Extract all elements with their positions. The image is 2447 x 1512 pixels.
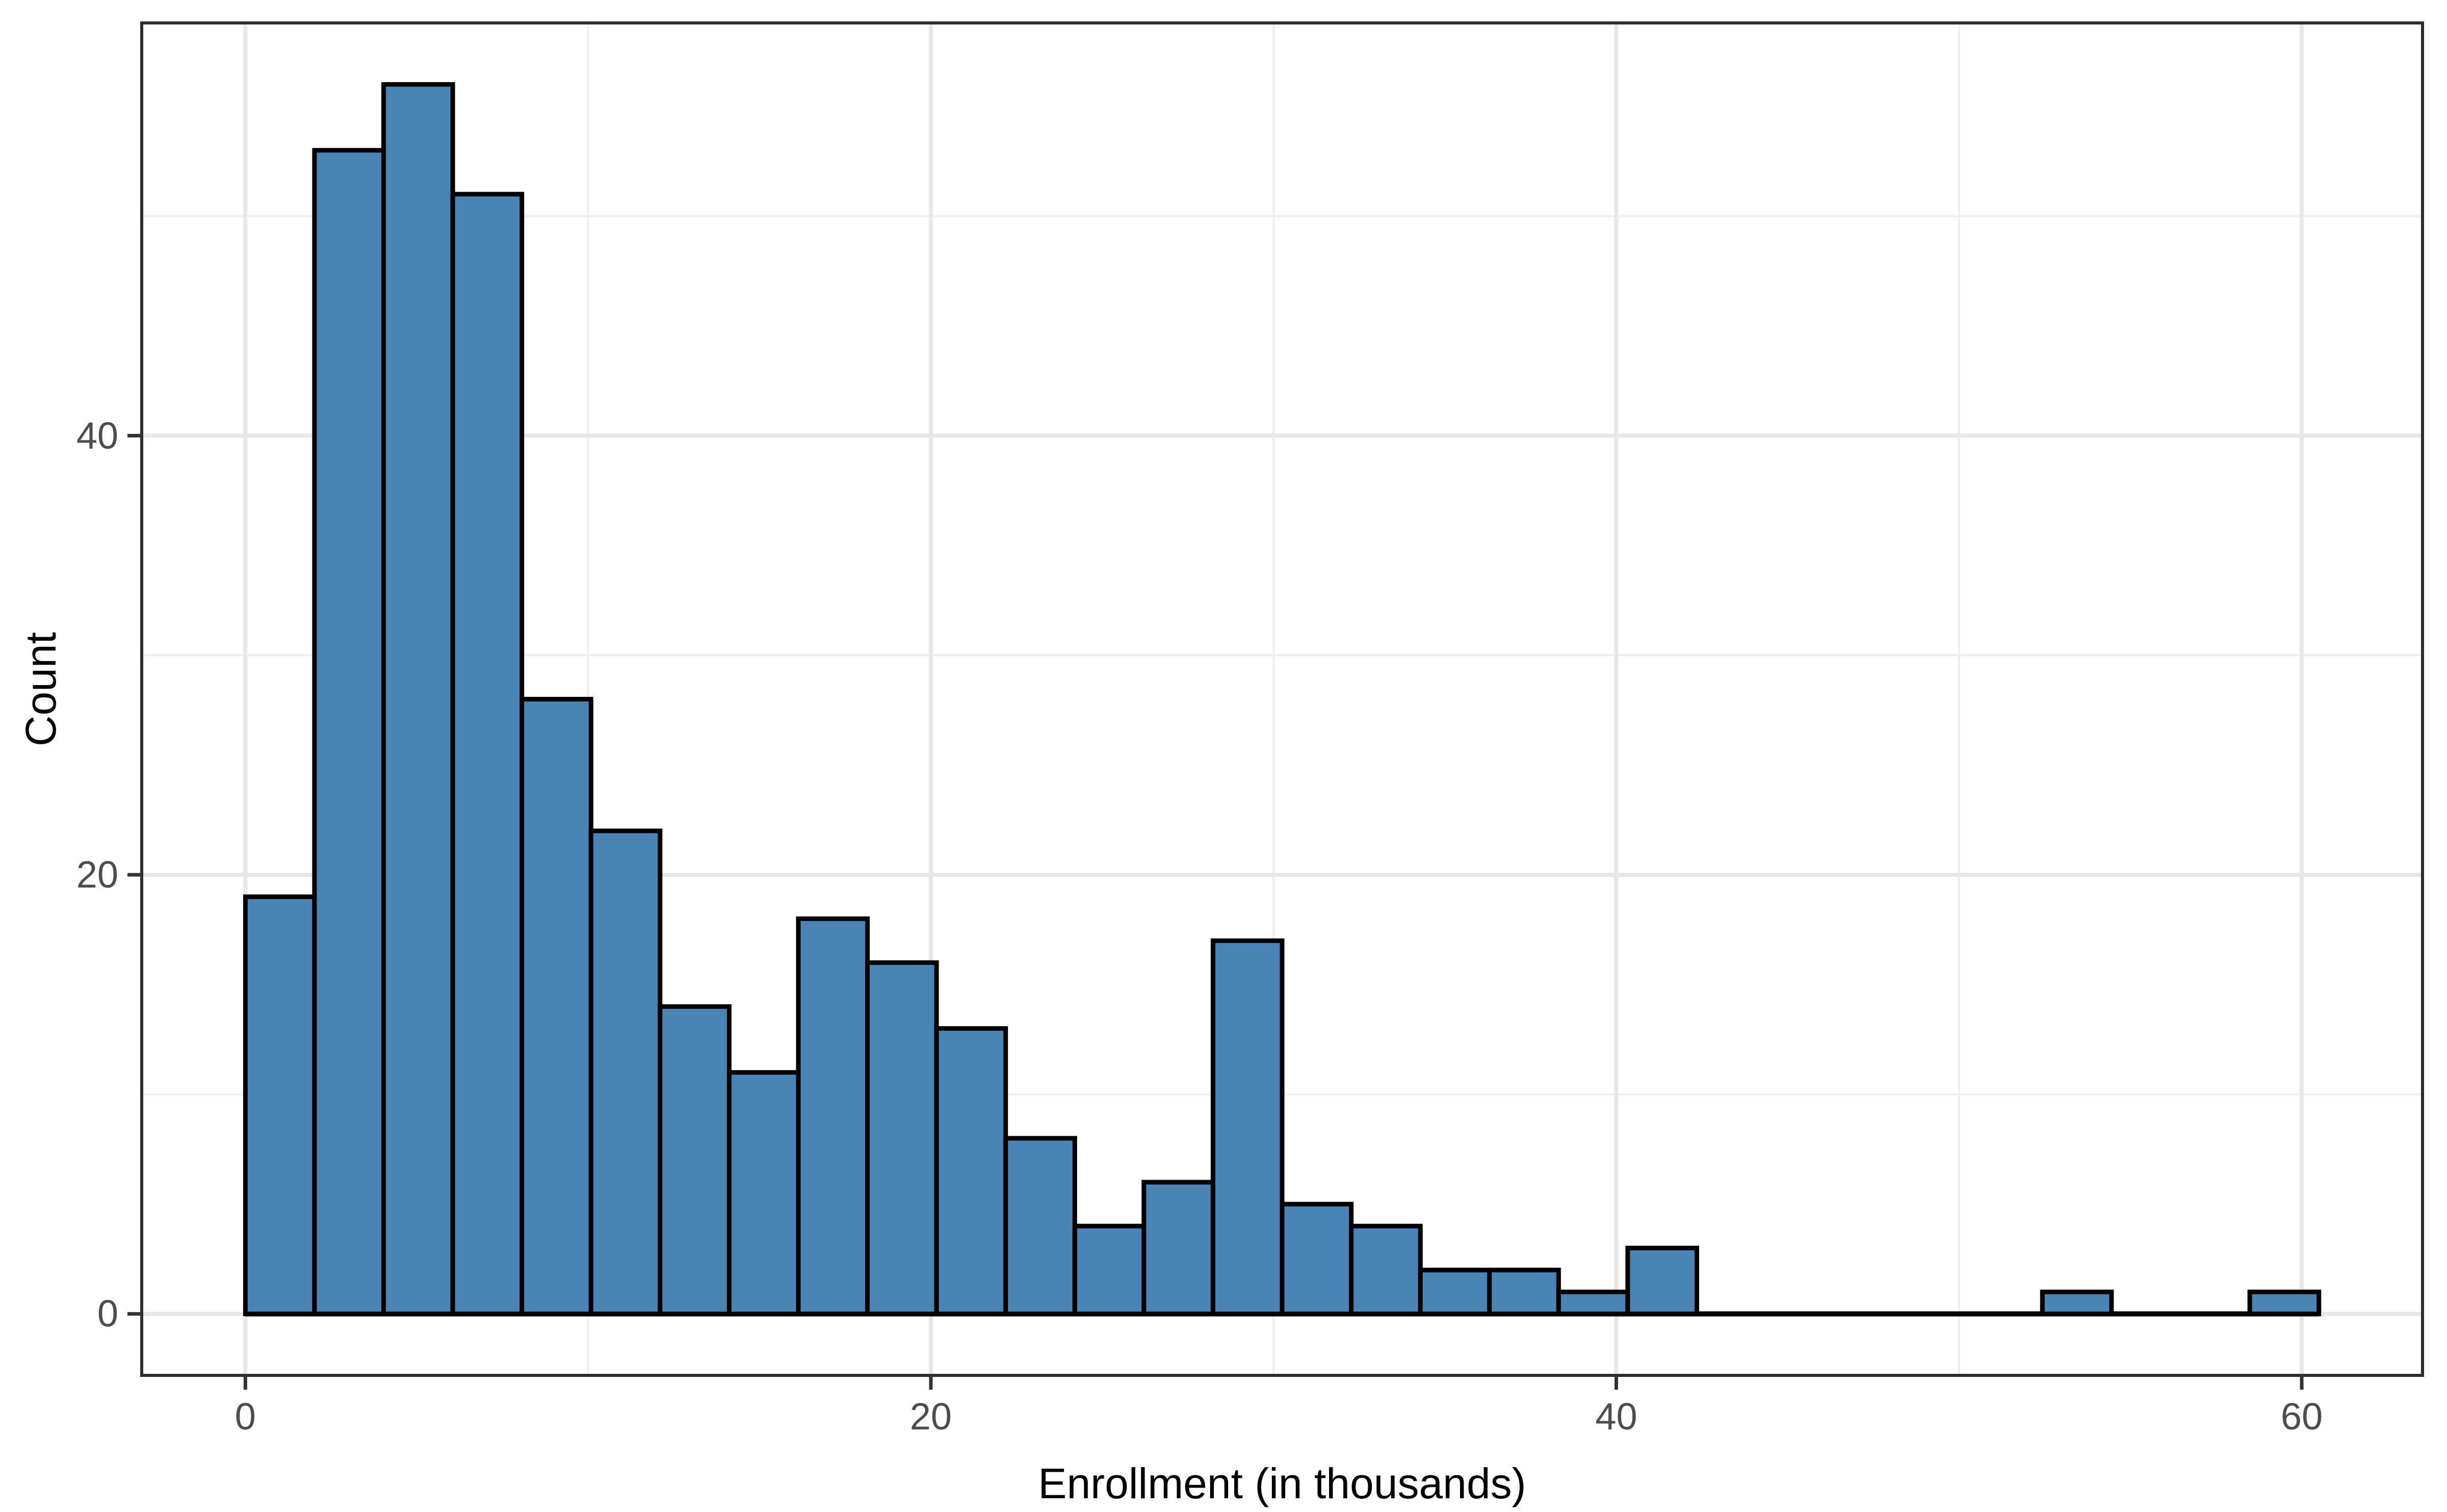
histogram-bar bbox=[588, 828, 663, 1316]
histogram-bar bbox=[796, 916, 870, 1316]
histogram-bar bbox=[1280, 1202, 1354, 1316]
x-tick-label: 60 bbox=[2280, 1395, 2323, 1438]
y-axis-title: Count bbox=[17, 632, 65, 746]
x-tick-label: 20 bbox=[909, 1395, 952, 1438]
panel-border bbox=[140, 21, 2424, 1377]
histogram-bar bbox=[381, 82, 455, 1316]
histogram-bar bbox=[312, 148, 386, 1316]
histogram-bar bbox=[519, 697, 593, 1316]
x-axis-title: Enrollment (in thousands) bbox=[1038, 1459, 1526, 1507]
histogram-bar bbox=[865, 960, 939, 1316]
histogram-bar bbox=[1556, 1289, 1630, 1316]
histogram-bar bbox=[1487, 1267, 1561, 1316]
y-tick-label: 0 bbox=[97, 1292, 118, 1335]
histogram-bar bbox=[1349, 1223, 1423, 1316]
histogram-bar bbox=[1003, 1136, 1077, 1316]
x-tick-label: 0 bbox=[235, 1395, 256, 1438]
histogram-bar bbox=[726, 1070, 801, 1316]
histogram-bar bbox=[1141, 1180, 1215, 1316]
y-tick-label: 40 bbox=[76, 414, 118, 457]
histogram-bar bbox=[1625, 1245, 1699, 1316]
histogram-bar bbox=[243, 894, 317, 1316]
y-tick-label: 20 bbox=[76, 853, 118, 896]
histogram-bar bbox=[934, 1026, 1008, 1316]
histogram-bar bbox=[1418, 1267, 1492, 1316]
histogram-bar bbox=[2040, 1289, 2114, 1316]
x-tick-label: 40 bbox=[1595, 1395, 1637, 1438]
histogram-bar bbox=[450, 192, 525, 1316]
histogram-bar bbox=[1072, 1223, 1147, 1316]
histogram-bar bbox=[2247, 1289, 2322, 1316]
histogram-bar bbox=[1210, 938, 1285, 1317]
histogram-bar bbox=[658, 1004, 732, 1316]
